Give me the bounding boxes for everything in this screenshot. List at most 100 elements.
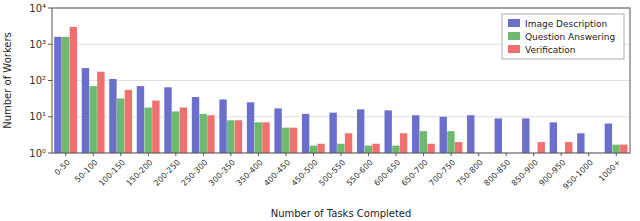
- bar: [440, 117, 447, 153]
- legend-label: Image Description: [525, 19, 607, 29]
- bar: [427, 144, 434, 153]
- chart: 10⁰10¹10²10³10⁴0-5050-100100-150150-2002…: [0, 0, 640, 221]
- bar: [125, 90, 132, 153]
- x-tick-label: 500-550: [317, 158, 347, 188]
- x-tick-label: 550-600: [345, 158, 375, 188]
- bar: [345, 133, 352, 153]
- bar: [310, 146, 317, 153]
- bar: [152, 101, 159, 153]
- bar: [137, 86, 144, 153]
- bar: [495, 118, 502, 153]
- bar: [620, 145, 627, 153]
- bar: [337, 144, 344, 153]
- bar: [317, 144, 324, 153]
- legend-box: [502, 14, 624, 59]
- x-tick: [396, 153, 397, 156]
- bar: [612, 145, 619, 153]
- plot-frame: [52, 8, 630, 153]
- x-tick: [258, 153, 259, 156]
- bar: [180, 107, 187, 153]
- bar: [467, 115, 474, 153]
- x-tick-label: 650-700: [400, 158, 430, 188]
- y-tick-label: 10⁰: [29, 148, 46, 159]
- legend-swatch: [508, 45, 520, 53]
- x-tick-label: 450-500: [290, 158, 320, 188]
- x-tick: [368, 153, 369, 156]
- x-tick: [588, 153, 589, 156]
- x-tick: [506, 153, 507, 156]
- bar: [70, 27, 77, 153]
- x-tick-label: 0-50: [53, 158, 72, 177]
- bar: [412, 115, 419, 153]
- y-tick-label: 10³: [29, 39, 46, 50]
- x-tick: [313, 153, 314, 156]
- x-axis-title: Number of Tasks Completed: [271, 208, 412, 219]
- x-tick-label: 700-750: [427, 158, 457, 188]
- bar: [144, 107, 151, 153]
- bar: [207, 115, 214, 153]
- bar: [219, 99, 226, 153]
- bar: [455, 142, 462, 153]
- x-tick-label: 400-450: [262, 158, 292, 188]
- y-tick: [48, 116, 52, 117]
- bar: [200, 114, 207, 153]
- bar: [164, 87, 171, 153]
- x-tick: [120, 153, 121, 156]
- bar: [282, 128, 289, 153]
- x-tick: [478, 153, 479, 156]
- grid: [52, 8, 630, 153]
- bar: [172, 111, 179, 153]
- bars: [54, 27, 627, 153]
- x-tick: [65, 153, 66, 156]
- bar: [400, 133, 407, 153]
- y-tick: [48, 80, 52, 81]
- x-tick: [230, 153, 231, 156]
- bar: [82, 68, 89, 153]
- bar: [247, 102, 254, 153]
- bar: [54, 37, 61, 153]
- x-tick-label: 350-400: [235, 158, 265, 188]
- bar: [538, 142, 545, 153]
- x-tick: [616, 153, 617, 156]
- legend-swatch: [508, 19, 520, 27]
- bar: [329, 113, 336, 153]
- bar: [447, 131, 454, 153]
- y-tick: [48, 44, 52, 45]
- x-tick-label: 150-200: [125, 158, 155, 188]
- x-tick: [451, 153, 452, 156]
- bar: [274, 108, 281, 153]
- bar: [357, 109, 364, 153]
- bar: [372, 144, 379, 153]
- x-tick: [561, 153, 562, 156]
- grid-line: [52, 80, 630, 81]
- x-axis: 0-5050-100100-150150-200200-250250-30030…: [53, 153, 623, 191]
- bar: [392, 146, 399, 153]
- x-tick-label: 950-1000: [561, 158, 595, 192]
- x-tick: [93, 153, 94, 156]
- x-tick: [285, 153, 286, 156]
- x-tick-label: 1000+: [597, 158, 623, 184]
- bar: [565, 142, 572, 153]
- y-axis-title: Number of Workers: [2, 32, 13, 129]
- bar: [89, 86, 96, 153]
- x-tick-label: 600-650: [372, 158, 402, 188]
- bar: [235, 120, 242, 153]
- bar: [365, 146, 372, 153]
- legend-label: Verification: [525, 45, 576, 55]
- bar: [577, 133, 584, 153]
- bar: [522, 118, 529, 153]
- bar: [605, 124, 612, 153]
- y-axis: 10⁰10¹10²10³10⁴: [29, 3, 52, 159]
- bar: [550, 122, 557, 153]
- x-tick-label: 750-800: [455, 158, 485, 188]
- x-tick-label: 850-900: [510, 158, 540, 188]
- y-tick-label: 10⁴: [29, 3, 46, 14]
- x-tick: [341, 153, 342, 156]
- bar: [262, 122, 269, 153]
- y-tick-label: 10¹: [29, 111, 46, 122]
- y-tick: [48, 8, 52, 9]
- bar: [420, 131, 427, 153]
- x-tick-label: 800-850: [482, 158, 512, 188]
- bar: [290, 128, 297, 153]
- x-tick-label: 200-250: [152, 158, 182, 188]
